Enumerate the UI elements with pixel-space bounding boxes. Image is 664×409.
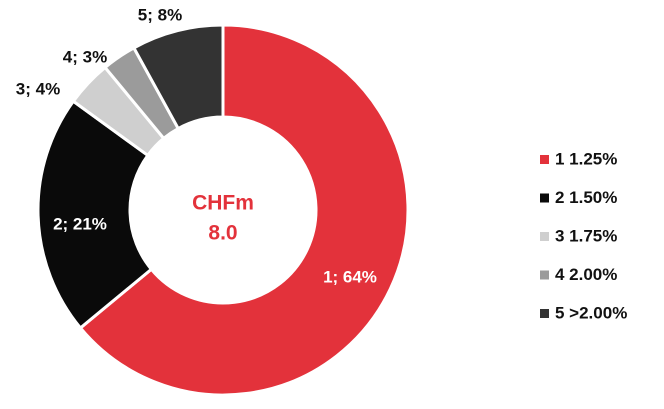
legend-label: 1 1.25% — [555, 149, 617, 168]
donut-slice — [78, 23, 410, 397]
donut-slice — [131, 23, 225, 131]
legend-swatch — [540, 270, 549, 280]
data-label: 3; 4% — [16, 79, 60, 98]
legend-swatch — [540, 155, 549, 164]
data-label: 5; 8% — [138, 5, 182, 24]
legend-label: 5 >2.00% — [555, 303, 627, 322]
legend-label: 2 1.50% — [555, 188, 617, 207]
data-label: 4; 3% — [63, 47, 107, 66]
data-label: 1; 64% — [323, 267, 377, 286]
donut-slice — [36, 99, 154, 331]
center-label: CHFm — [192, 192, 254, 215]
legend-swatch — [540, 232, 549, 241]
data-label: 2; 21% — [53, 214, 107, 233]
legend-label: 3 1.75% — [555, 226, 617, 245]
center-value: 8.0 — [208, 222, 237, 245]
legend-swatch — [540, 193, 549, 203]
legend-label: 4 2.00% — [555, 265, 617, 284]
legend-swatch — [540, 309, 549, 318]
